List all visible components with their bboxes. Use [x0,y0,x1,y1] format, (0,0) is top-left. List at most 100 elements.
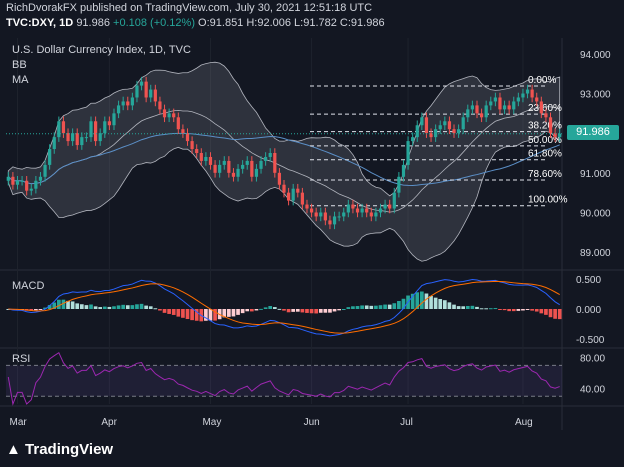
candle-body [512,101,516,110]
candle-body [438,125,442,130]
macd-histogram-bar [530,309,534,311]
macd-histogram-bar [516,309,521,311]
candle-body [52,137,56,150]
macd-histogram-bar [190,309,194,321]
candle-body [126,101,130,106]
candle-body [245,160,249,165]
last-price: 91.986 [76,17,110,29]
candle-body [475,105,479,114]
macd-histogram-bar [309,309,314,314]
price-tick-label: 94.000 [580,50,611,61]
candle-body [61,121,66,134]
candle-body [71,133,75,142]
macd-histogram-bar [107,306,112,309]
macd-histogram-bar [360,305,364,309]
macd-histogram-bar [130,305,135,309]
candle-body [466,109,470,118]
macd-histogram-bar [57,299,61,309]
macd-histogram-bar [227,309,231,317]
ma-label[interactable]: MA [12,74,29,86]
candle-body [199,153,203,161]
candle-body [236,168,240,177]
macd-histogram-bar [337,309,341,311]
macd-histogram-bar [240,309,245,314]
macd-histogram-bar [61,299,66,309]
macd-histogram-bar [291,309,296,312]
candle-body [470,105,475,110]
macd-histogram-bar [38,309,43,310]
candle-body [319,212,323,217]
tradingview-logo[interactable]: ▲ TradingView [6,441,114,458]
signal-line [8,280,560,334]
candle-body [328,220,332,225]
x-tick-label: Mar [9,417,27,428]
candle-body [525,89,530,94]
macd-histogram-bar [364,305,369,309]
bb-label[interactable]: BB [12,59,27,71]
candle-body [406,141,410,165]
macd-histogram-bar [282,309,286,311]
candle-body [360,208,364,213]
publish-info: RichDvorakFX published on TradingView.co… [6,2,373,14]
candle-body [144,81,148,98]
macd-histogram-bar [387,304,392,309]
macd-label[interactable]: MACD [12,280,45,292]
candle-body [218,164,222,173]
candle-body [443,121,447,126]
macd-histogram-bar [442,300,447,309]
price-tick-label: 89.000 [580,248,611,259]
candle-body [250,160,254,177]
macd-histogram-bar [249,309,254,312]
macd-tick-label: 0.000 [576,305,601,316]
candle-body [29,188,33,191]
rsi-tick-label: 40.00 [580,385,605,396]
macd-histogram-bar [98,307,103,309]
candle-body [195,149,199,153]
candle-body [277,172,282,185]
candle-body [447,121,452,130]
macd-histogram-bar [222,309,227,318]
candle-body [227,160,231,173]
macd-histogram-bar [144,305,148,309]
candle-body [365,208,369,213]
last-price-tag: 91.986 [567,125,619,140]
macd-histogram-bar [194,309,199,321]
candle-body [43,164,47,177]
candle-body [259,160,263,169]
candle-body [190,141,194,150]
macd-histogram-bar [493,308,498,310]
fib-level-label: 50.00% [528,135,562,146]
candle-body [254,168,259,177]
candle-body [314,212,318,217]
macd-histogram-bar [415,292,420,309]
candle-body [521,93,525,98]
candle-body [167,113,171,118]
macd-histogram-bar [84,305,89,309]
candle-body [411,137,415,142]
candle-body [222,160,226,165]
candle-body [48,149,52,165]
macd-histogram-bar [102,306,107,309]
macd-histogram-bar [470,305,475,309]
candle-body [305,204,309,209]
candle-body [337,216,341,218]
macd-histogram-bar [34,309,38,311]
price-tick-label: 90.000 [580,208,611,219]
candle-body [153,89,157,102]
macd-histogram-bar [429,296,433,309]
macd-histogram-bar [314,309,319,314]
macd-histogram-bar [300,309,305,313]
macd-histogram-bar [75,303,80,309]
fib-level-label: 23.60% [528,103,562,114]
candle-body [176,117,180,130]
candle-body [479,113,484,118]
price-tick-label: 93.000 [580,90,611,101]
x-tick-label: Apr [101,417,117,428]
candle-body [457,129,461,134]
ohlc-values: O:91.851 H:92.006 L:91.782 C:91.986 [198,17,385,29]
x-tick-label: May [202,417,221,428]
macd-histogram-bar [93,306,98,309]
macd-histogram-bar [553,309,557,319]
rsi-label[interactable]: RSI [12,353,31,365]
macd-histogram-bar [204,309,208,321]
